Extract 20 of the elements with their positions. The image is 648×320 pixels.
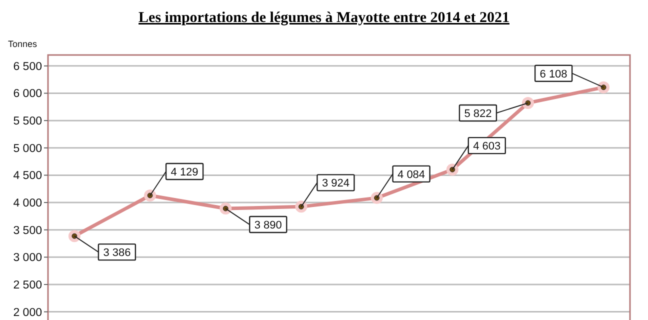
y-tick-label: 4 000 bbox=[13, 198, 42, 210]
data-label: 3 924 bbox=[322, 178, 350, 190]
data-label: 3 386 bbox=[103, 247, 131, 260]
data-label: 4 129 bbox=[170, 166, 198, 178]
y-tick-label: 4 500 bbox=[13, 170, 42, 182]
data-label: 4 603 bbox=[473, 140, 501, 153]
y-tick-label: 2 500 bbox=[13, 279, 42, 292]
chart-title: Les importations de légumes à Mayotte entre 2014 et 2021 bbox=[138, 10, 510, 26]
data-label: 5 822 bbox=[464, 108, 492, 120]
y-tick-label: 6 000 bbox=[13, 88, 42, 100]
data-label: 4 084 bbox=[398, 168, 426, 181]
y-tick-label: 3 500 bbox=[13, 224, 42, 237]
y-tick-label: 2 000 bbox=[13, 306, 42, 319]
y-tick-label: 5 000 bbox=[13, 142, 42, 155]
data-label: 3 890 bbox=[254, 220, 282, 232]
data-label: 6 108 bbox=[540, 68, 568, 80]
y-tick-label: 6 500 bbox=[13, 60, 42, 73]
y-axis-title: Tonnes bbox=[8, 39, 38, 49]
y-tick-label: 3 000 bbox=[13, 252, 42, 264]
y-tick-label: 5 500 bbox=[13, 116, 42, 128]
